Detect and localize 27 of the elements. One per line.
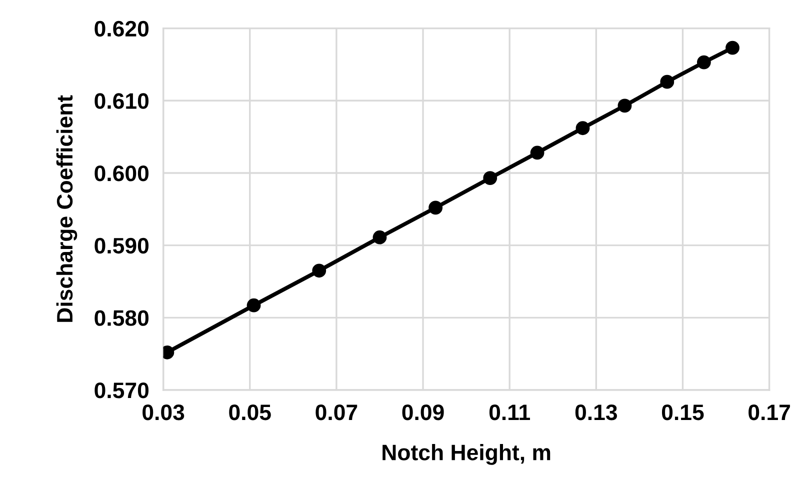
- x-tick-label: 0.05: [229, 404, 271, 420]
- point: [312, 264, 326, 278]
- point: [483, 171, 498, 185]
- x-tick-label: 0.03: [142, 404, 184, 420]
- y-tick-label: 0.610: [94, 93, 149, 109]
- x-axis-title: Notch Height, m: [382, 444, 550, 465]
- x-tick-label: 0.15: [662, 404, 704, 420]
- x-tick-label: 0.17: [748, 404, 790, 420]
- x-tick-label: 0.07: [316, 404, 358, 420]
- x-tick-label: 0.09: [402, 404, 444, 420]
- x-tick-label: 0.11: [489, 404, 530, 420]
- y-tick-label: 0.590: [94, 238, 149, 254]
- point: [576, 121, 590, 136]
- point: [372, 230, 387, 244]
- y-tick-label: 0.580: [94, 310, 149, 326]
- point: [696, 55, 711, 70]
- point: [246, 298, 261, 312]
- point: [428, 200, 443, 215]
- point: [618, 98, 632, 113]
- y-tick-label: 0.620: [94, 20, 149, 37]
- point: [660, 74, 674, 89]
- x-tick-label: 0.13: [575, 404, 617, 420]
- y-axis-title: Discharge Coefficient: [56, 95, 78, 322]
- point: [726, 40, 740, 55]
- y-tick-label: 0.570: [94, 382, 149, 398]
- point: [530, 146, 544, 160]
- y-tick-label: 0.600: [94, 166, 149, 182]
